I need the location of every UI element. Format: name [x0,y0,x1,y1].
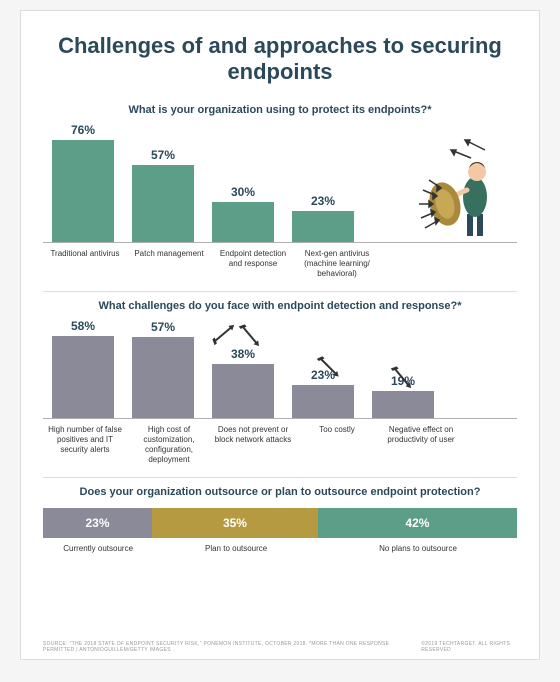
bar-value: 76% [71,123,95,137]
stacked-label: No plans to outsource [319,544,517,554]
bar-label: Does not prevent or block network attack… [211,425,295,465]
stacked-label: Plan to outsource [153,544,319,554]
footer-source: SOURCE: "THE 2018 STATE OF ENDPOINT SECU… [43,641,421,653]
bar-label: High cost of customization, configuratio… [127,425,211,465]
bar-rect [372,391,434,418]
bar-label: Traditional antivirus [43,249,127,279]
bar-value: 38% [231,347,255,361]
bar: 30% [203,122,283,242]
chart3-question: Does your organization outsource or plan… [43,486,517,498]
chart3-labels: Currently outsourcePlan to outsourceNo p… [43,544,517,554]
bar-rect [292,385,354,418]
bar: 19% [363,318,443,418]
footer-copyright: ©2019 TECHTARGET. ALL RIGHTS RESERVED [421,641,517,653]
bar: 23% [283,318,363,418]
bar-rect [132,337,194,418]
footer: SOURCE: "THE 2018 STATE OF ENDPOINT SECU… [43,641,517,653]
bar: 57% [123,122,203,242]
separator [43,477,517,478]
bar-rect [212,202,274,242]
bar: 38% [203,318,283,418]
stacked-segment: 35% [152,508,318,538]
shield-illustration [415,132,515,242]
infographic-card: Challenges of and approaches to securing… [20,10,540,660]
bar-label: Patch management [127,249,211,279]
bar-label: Negative effect on productivity of user [379,425,463,465]
chart2-bars: 58% 57% 38% 23%19% [43,318,517,419]
bar: 76% [43,122,123,242]
bar: 58% [43,318,123,418]
bar-value: 23% [311,194,335,208]
bar-label: Endpoint detection and response [211,249,295,279]
chart1-bars: 76% 57% 30% 23% [43,122,517,243]
bar-label: High number of false positives and IT se… [43,425,127,465]
chart1-labels: Traditional antivirusPatch managementEnd… [43,249,517,279]
chart2-labels: High number of false positives and IT se… [43,425,517,465]
bar-value: 57% [151,320,175,334]
stacked-segment: 23% [43,508,152,538]
chart2-question: What challenges do you face with endpoin… [43,300,517,312]
bar-value: 58% [71,319,95,333]
bar-rect [52,336,114,418]
chart3-stacked: 23%35%42% [43,508,517,538]
chart1-question: What is your organization using to prote… [43,104,517,116]
stacked-segment: 42% [318,508,517,538]
separator [43,291,517,292]
stacked-label: Currently outsource [43,544,153,554]
bar-rect [212,364,274,418]
bar-rect [292,211,354,242]
bar-value: 57% [151,148,175,162]
bar-rect [132,165,194,242]
bar-label: Too costly [295,425,379,465]
bar-value: 30% [231,185,255,199]
bar: 23% [283,122,363,242]
bar-rect [52,140,114,242]
bar: 57% [123,318,203,418]
main-title: Challenges of and approaches to securing… [43,33,517,86]
bar-label: Next-gen antivirus (machine learning/ be… [295,249,379,279]
